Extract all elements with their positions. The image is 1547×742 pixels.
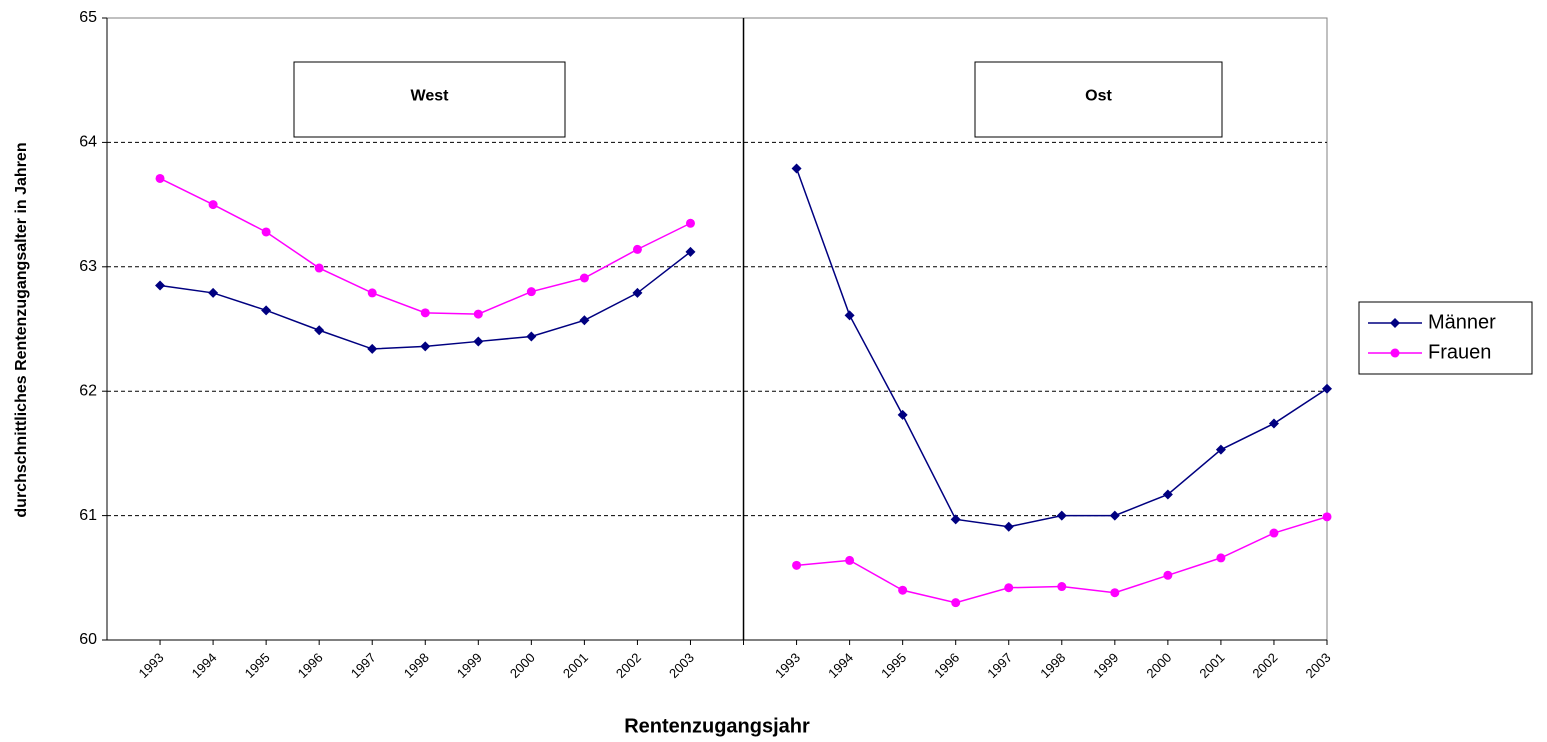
data-point — [261, 305, 272, 316]
x-tick-label: 1997 — [348, 650, 379, 681]
data-point — [261, 227, 271, 237]
data-point — [1056, 510, 1067, 521]
x-tick-label: 2002 — [1249, 650, 1280, 681]
data-point — [1109, 510, 1120, 521]
y-tick-label: 63 — [79, 258, 97, 275]
y-tick-label: 64 — [79, 134, 97, 151]
data-point — [155, 173, 165, 183]
data-point — [898, 585, 908, 595]
data-point — [208, 200, 218, 210]
panel-box — [293, 61, 566, 138]
legend-label: Männer — [1428, 311, 1496, 333]
x-tick-label: 2003 — [666, 650, 697, 681]
data-point — [1057, 582, 1067, 592]
data-point — [792, 560, 802, 570]
legend-marker — [1390, 348, 1400, 358]
data-point — [1163, 570, 1173, 580]
data-point — [791, 163, 802, 174]
x-tick-label: 1995 — [878, 650, 909, 681]
x-tick-label: 1995 — [242, 650, 273, 681]
data-point — [1322, 383, 1332, 394]
x-tick-label: 1999 — [454, 650, 485, 681]
data-point — [632, 287, 643, 298]
y-tick-label: 60 — [79, 631, 97, 648]
x-tick-label: 1993 — [136, 650, 167, 681]
x-tick-label: 1998 — [401, 650, 432, 681]
y-tick-label: 61 — [79, 507, 97, 524]
data-point — [1162, 489, 1173, 500]
x-tick-label: 2000 — [1143, 650, 1174, 681]
data-point — [314, 325, 325, 336]
data-point — [420, 341, 431, 352]
data-point — [1322, 512, 1332, 522]
x-tick-label: 2001 — [1196, 650, 1227, 681]
data-point — [632, 244, 642, 254]
data-point — [155, 280, 166, 291]
legend-marker — [1390, 318, 1400, 328]
data-point — [685, 246, 696, 257]
x-tick-label: 1997 — [984, 650, 1015, 681]
data-point — [526, 287, 536, 297]
data-point — [1110, 588, 1120, 598]
y-tick-label: 65 — [79, 9, 97, 26]
data-point — [1269, 528, 1279, 538]
data-point — [579, 273, 589, 283]
x-tick-label: 1996 — [295, 650, 326, 681]
data-point — [526, 331, 537, 342]
data-point — [420, 308, 430, 318]
data-point — [367, 343, 378, 354]
data-point — [473, 309, 483, 319]
data-point — [950, 514, 961, 525]
data-point — [897, 409, 908, 420]
data-point — [1216, 553, 1226, 563]
x-axis-label: Rentenzugangsjahr — [624, 715, 810, 737]
data-point — [367, 288, 377, 298]
data-point — [685, 218, 695, 228]
data-point — [845, 555, 855, 565]
legend — [1358, 301, 1533, 375]
data-point — [579, 315, 590, 326]
x-tick-label: 2002 — [613, 650, 644, 681]
data-point — [1215, 444, 1226, 455]
data-point — [1004, 583, 1014, 593]
x-tick-label: 1993 — [772, 650, 803, 681]
data-point — [208, 287, 219, 298]
x-tick-label: 1996 — [931, 650, 962, 681]
data-point — [473, 336, 484, 347]
legend-label: Frauen — [1428, 341, 1491, 363]
x-tick-label: 2000 — [507, 650, 538, 681]
data-point — [951, 598, 961, 608]
x-tick-label: 2003 — [1302, 650, 1333, 681]
x-tick-label: 1994 — [825, 650, 856, 681]
panel-label: Ost — [1085, 88, 1112, 105]
data-point — [844, 310, 855, 321]
y-tick-label: 62 — [79, 382, 97, 399]
x-tick-label: 2001 — [560, 650, 591, 681]
y-axis-label: durchschnittliches Rentenzugangsalter in… — [13, 142, 30, 517]
data-point — [1268, 418, 1279, 429]
panel-label: West — [411, 88, 450, 105]
x-tick-label: 1999 — [1090, 650, 1121, 681]
data-point — [1003, 521, 1014, 532]
x-tick-label: 1998 — [1037, 650, 1068, 681]
panel-box — [974, 61, 1223, 138]
x-tick-label: 1994 — [189, 650, 220, 681]
data-point — [314, 263, 324, 273]
